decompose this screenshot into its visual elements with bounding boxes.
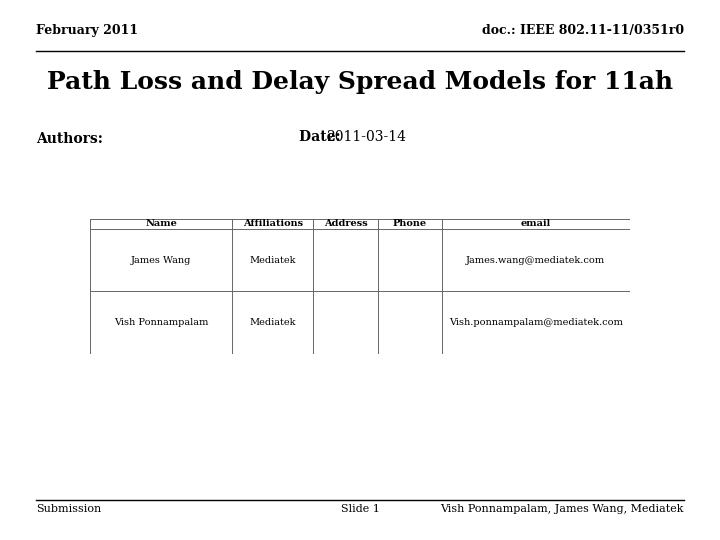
Text: Slide 1: Slide 1 [341,504,379,514]
Text: Submission: Submission [36,504,102,514]
Text: Affiliations: Affiliations [243,219,302,228]
Text: Authors:: Authors: [36,132,103,146]
Text: James.wang@mediatek.com: James.wang@mediatek.com [467,255,606,265]
Text: Address: Address [324,219,368,228]
Text: February 2011: February 2011 [36,24,138,37]
Text: Vish.ponnampalam@mediatek.com: Vish.ponnampalam@mediatek.com [449,318,623,327]
Text: Name: Name [145,219,177,228]
Text: Mediatek: Mediatek [249,255,296,265]
Text: email: email [521,219,551,228]
Text: Mediatek: Mediatek [249,318,296,327]
Text: doc.: IEEE 802.11-11/0351r0: doc.: IEEE 802.11-11/0351r0 [482,24,684,37]
Text: Phone: Phone [393,219,427,228]
Text: James Wang: James Wang [131,255,192,265]
Text: Vish Ponnampalam, James Wang, Mediatek: Vish Ponnampalam, James Wang, Mediatek [441,504,684,514]
Text: Vish Ponnampalam: Vish Ponnampalam [114,318,208,327]
Text: Path Loss and Delay Spread Models for 11ah: Path Loss and Delay Spread Models for 11… [47,70,673,94]
Text: 2011-03-14: 2011-03-14 [326,130,406,144]
Text: Date:: Date: [299,130,346,144]
